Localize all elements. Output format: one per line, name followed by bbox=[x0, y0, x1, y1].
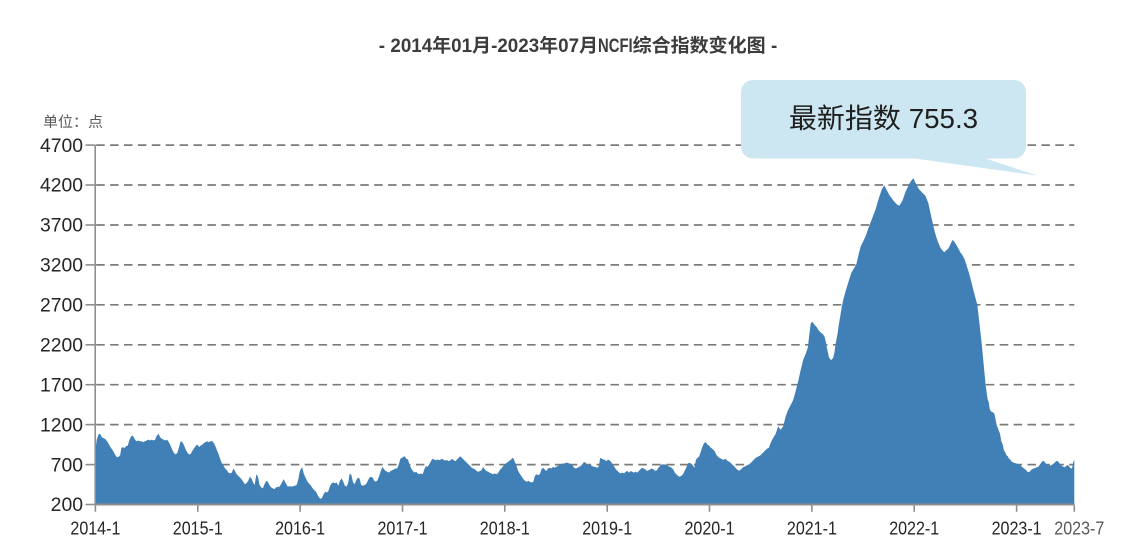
callout-label-cjk-glyph bbox=[873, 104, 901, 131]
unit-label-cjk-glyph bbox=[88, 114, 103, 129]
area-series-ncfi bbox=[95, 178, 1075, 505]
chart-title-text: - bbox=[379, 36, 385, 57]
callout-label-text: 755.3 bbox=[909, 103, 978, 134]
unit-label bbox=[43, 114, 103, 129]
chart-title-cjk-glyph bbox=[432, 35, 451, 54]
chart-title-cjk-glyph bbox=[728, 35, 747, 54]
chart-title-cjk-glyph bbox=[652, 35, 671, 54]
callout-label-cjk-glyph bbox=[818, 104, 844, 131]
x-tick-label: 2021-1 bbox=[787, 518, 837, 539]
x-tick-label: 2019-1 bbox=[582, 518, 632, 539]
x-tick-label: 2016-1 bbox=[275, 518, 325, 539]
callout-tail bbox=[904, 157, 1037, 176]
chart-title-text: NCFI bbox=[598, 36, 633, 57]
chart-title-text: - bbox=[771, 36, 777, 57]
chart-title-text: 2014 bbox=[390, 36, 432, 57]
chart-title-cjk-glyph bbox=[747, 36, 765, 54]
x-tick-label: 2014-1 bbox=[70, 518, 120, 539]
chart-title-cjk-glyph bbox=[633, 35, 652, 54]
x-tick-label: 2020-1 bbox=[685, 518, 735, 539]
y-tick-label: 3200 bbox=[40, 256, 83, 277]
y-tick-label: 4200 bbox=[40, 176, 83, 197]
x-tick-label: 2023-7 bbox=[1054, 518, 1104, 539]
unit-label-cjk-glyph bbox=[43, 114, 58, 129]
chart-title-cjk-glyph bbox=[709, 35, 727, 54]
chart-title-cjk-glyph bbox=[579, 36, 596, 54]
chart-title-cjk-glyph bbox=[472, 36, 489, 54]
callout-label-cjk-glyph bbox=[790, 105, 816, 131]
chart-title-cjk-glyph bbox=[539, 35, 558, 54]
callout-label: 755.3 bbox=[790, 103, 978, 134]
x-tick-label: 2015-1 bbox=[173, 518, 223, 539]
unit-label-cjk-glyph bbox=[58, 114, 73, 129]
chart-title-cjk-glyph bbox=[690, 35, 709, 54]
chart-title-text: 01 bbox=[451, 36, 472, 57]
y-tick-label: 2200 bbox=[40, 336, 83, 357]
y-tick-label: 200 bbox=[51, 495, 83, 516]
y-tick-label: 4700 bbox=[40, 136, 83, 157]
unit-label-cjk-glyph bbox=[75, 117, 78, 128]
y-tick-label: 1200 bbox=[40, 415, 83, 436]
y-tick-label: 3700 bbox=[40, 216, 83, 237]
x-tick-label: 2018-1 bbox=[480, 518, 530, 539]
x-tick-label: 2017-1 bbox=[378, 518, 428, 539]
callout-label-cjk-glyph bbox=[845, 104, 872, 131]
chart-title-text: 07 bbox=[558, 36, 579, 57]
x-tick-label: 2023-1 bbox=[992, 518, 1042, 539]
y-tick-label: 2700 bbox=[40, 296, 83, 317]
y-tick-label: 700 bbox=[51, 455, 83, 476]
chart-title-text: -2023 bbox=[491, 36, 539, 57]
x-tick-label: 2022-1 bbox=[889, 518, 939, 539]
y-tick-label: 1700 bbox=[40, 375, 83, 396]
chart-title: -2014 01 -2023 07 NCFI - bbox=[379, 35, 777, 57]
chart-title-cjk-glyph bbox=[671, 35, 690, 54]
